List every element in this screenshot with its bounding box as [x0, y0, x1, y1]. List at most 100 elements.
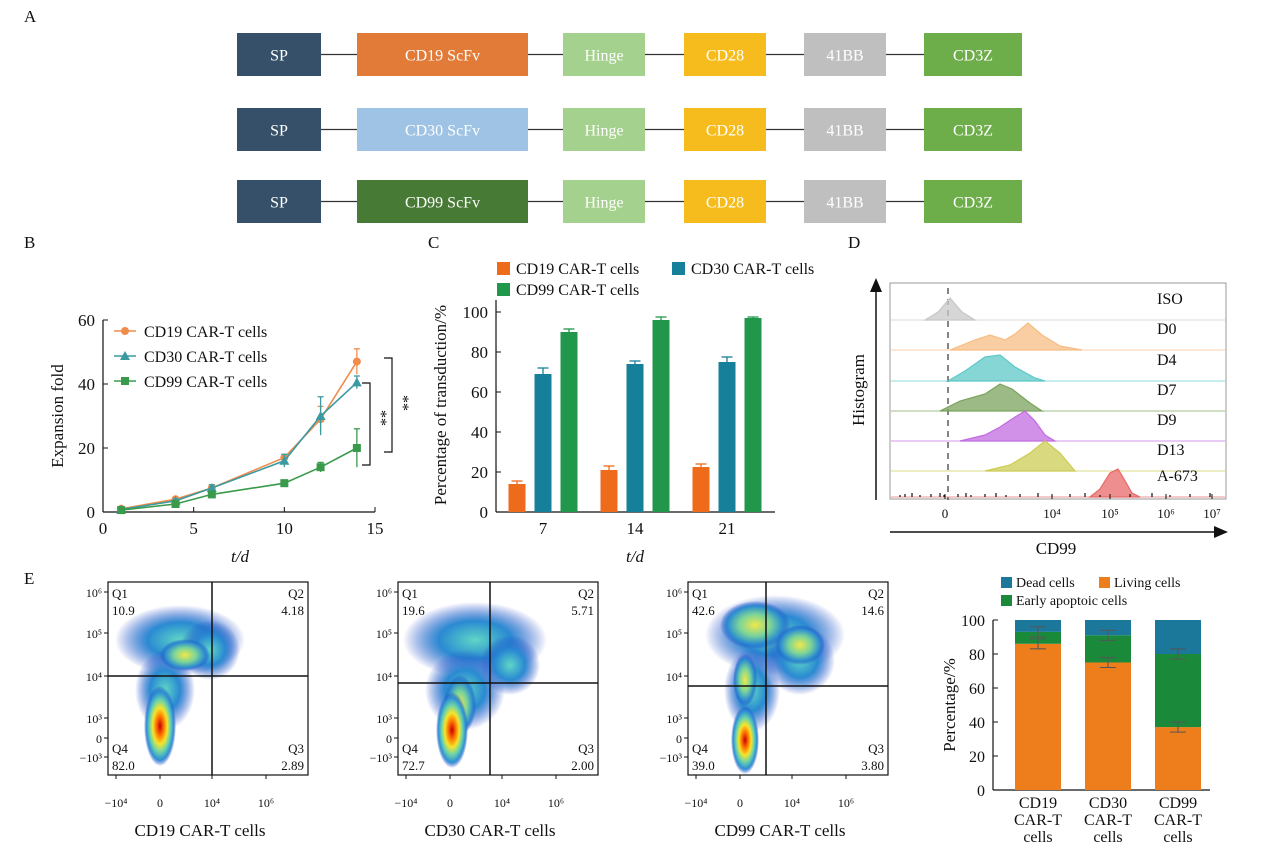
panel-a-constructs: SP CD19 ScFv Hinge CD28 41BB CD3Z SP CD30 ScFv H…: [237, 33, 1022, 223]
e-y-tick-label: 80: [969, 647, 985, 664]
c-x-tick-label: 14: [627, 519, 645, 538]
e-flow-y-tick-label: 10³: [86, 712, 102, 726]
construct-segment: [563, 33, 645, 76]
b-y-tick-label: 40: [78, 375, 95, 394]
e-y-tick-label: 40: [969, 715, 985, 732]
c-bar: [508, 484, 526, 512]
construct-segment-label: Hinge: [584, 195, 623, 212]
b-sig-bracket-outer: [384, 357, 393, 453]
d-x-arrowhead: [1214, 526, 1228, 538]
c-bar: [652, 320, 670, 512]
construct-segment: [237, 180, 321, 223]
e-flow-y-tick-label: 10⁵: [666, 627, 682, 641]
d-y-label: Histogram: [849, 354, 868, 426]
d-track-peak: [949, 322, 1083, 351]
e-flow-plot: Q1 10.9 Q2 4.18 Q3 2.89 Q4 82.0 10⁶ 10⁵ 10⁴ 10³ 0 −10…: [80, 581, 309, 840]
e-legend-label: Early apoptoic cells: [1016, 594, 1127, 609]
construct-segment-label: CD30 ScFv: [405, 123, 480, 140]
b-legend: CD19 CAR-T cells CD30 CAR-T cells CD99 CAR…: [114, 324, 267, 391]
c-y-tick-label: 60: [471, 383, 488, 402]
c-bar: [744, 318, 762, 512]
e-flow-density: [733, 654, 757, 706]
construct-segment-label: 41BB: [826, 48, 863, 65]
e-flow-quadrant-value: 14.6: [861, 603, 884, 618]
e-flow-x-tick-label: 10⁶: [548, 796, 564, 810]
construct-segment: [684, 180, 766, 223]
e-flow-quadrant-value: 2.00: [571, 758, 594, 773]
e-flow-density-core: [731, 706, 759, 774]
e-flow-y-tick-label: 10⁵: [376, 627, 392, 641]
construct-segment-label: SP: [270, 123, 288, 140]
construct-segment-label: 41BB: [826, 123, 863, 140]
d-x-tick-label: 10⁷: [1203, 506, 1221, 521]
d-track-label: D13: [1157, 442, 1185, 459]
b-sig-label-2: **: [394, 395, 411, 411]
e-y-tick-label: 20: [969, 749, 985, 766]
e-flow-y-tick-label: −10³: [80, 751, 103, 765]
e-flow-quadrant-value: 5.71: [571, 603, 594, 618]
construct-segment: [357, 180, 528, 223]
construct-segment: [804, 33, 886, 76]
e-flow-y-tick-label: 10³: [376, 712, 392, 726]
d-x-tick-label: 10⁵: [1101, 506, 1119, 521]
e-flow-title: CD19 CAR-T cells: [135, 821, 266, 840]
c-y-tick-label: 0: [480, 503, 489, 522]
e-stacked-bar-segment: [1015, 631, 1061, 644]
e-flow-y-tick-label: −10³: [660, 751, 683, 765]
d-x-label: CD99: [1036, 539, 1077, 558]
e-flow-y-tick-label: 10⁶: [376, 586, 392, 600]
e-y-tick-label: 100: [961, 613, 985, 630]
b-data-point: [207, 490, 216, 499]
e-stacked-bar-segment: [1085, 662, 1131, 790]
e-x-category-label: cells: [1023, 829, 1052, 846]
e-stacked-bar-segment: [1015, 643, 1061, 790]
d-y-arrowhead: [870, 278, 882, 292]
c-bar: [600, 470, 618, 512]
b-y-tick-label: 0: [87, 503, 96, 522]
e-flow-quadrant-name: Q2: [288, 586, 304, 601]
c-legend-swatch: [497, 262, 510, 275]
construct-segment-label: 41BB: [826, 195, 863, 212]
construct-segment: [237, 33, 321, 76]
e-flow-quadrant-value: 19.6: [402, 603, 425, 618]
e-legend: Dead cells Living cells Early apoptoic cel…: [1001, 576, 1181, 609]
construct-segment-label: CD99 ScFv: [405, 195, 480, 212]
b-y-label: Expansion fold: [48, 364, 67, 468]
c-bar: [692, 467, 710, 512]
b-data-point: [279, 455, 290, 465]
e-flow-density: [775, 625, 825, 665]
construct-segment: [357, 108, 528, 151]
b-x-tick-label: 15: [367, 519, 384, 538]
e-flow-quadrant-name: Q2: [868, 586, 884, 601]
e-flow-x-tick-label: 0: [157, 796, 163, 810]
c-y-tick-label: 20: [471, 463, 488, 482]
e-flow-quadrant-name: Q3: [868, 741, 884, 756]
d-track-peak: [984, 440, 1077, 472]
c-legend: CD19 CAR-T cells CD30 CAR-T cells CD99 CAR…: [497, 261, 814, 299]
d-track-peak: [959, 410, 1058, 442]
b-data-point: [352, 444, 361, 452]
e-stacked-bar-segment: [1155, 620, 1201, 654]
construct-segment-label: CD3Z: [953, 195, 993, 212]
c-legend-label: CD99 CAR-T cells: [516, 282, 639, 299]
e-flow-y-tick-label: 10⁶: [666, 586, 682, 600]
d-tracks: ISO D0 D4 D7 D9 D13 A-673: [891, 291, 1225, 498]
e-x-category-label: CD30: [1089, 795, 1127, 812]
construct-segment: [804, 180, 886, 223]
e-flow-title: CD99 CAR-T cells: [715, 821, 846, 840]
construct-segment: [804, 108, 886, 151]
e-x-category-label: CAR-T: [1154, 812, 1202, 829]
c-x-tick-label: 21: [719, 519, 736, 538]
b-x-tick-label: 5: [189, 519, 198, 538]
panel-label-d: D: [848, 233, 860, 252]
c-x-label: t/d: [626, 547, 644, 566]
e-flow-quadrant-name: Q4: [112, 741, 128, 756]
e-flow-y-tick-label: 0: [96, 732, 102, 746]
e-flow-quadrant-name: Q4: [692, 741, 708, 756]
panel-label-b: B: [24, 233, 35, 252]
panel-label-e: E: [24, 569, 34, 588]
c-y-tick-label: 40: [471, 423, 488, 442]
construct-segment-label: CD28: [706, 195, 744, 212]
b-data-point: [280, 479, 289, 488]
e-legend-swatch: [1099, 577, 1110, 588]
